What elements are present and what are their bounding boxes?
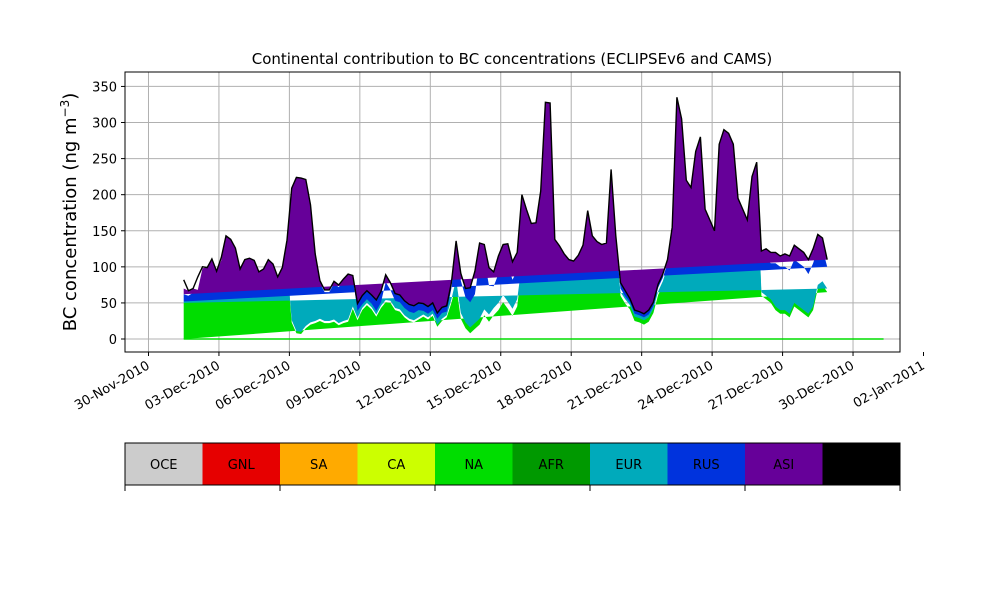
area-asi	[183, 97, 828, 314]
legend-label-eur: EUR	[615, 458, 642, 473]
legend-label-ca: CA	[387, 458, 405, 473]
legend-label-asi: ASI	[773, 458, 794, 473]
legend-swatch-sa	[280, 443, 358, 485]
legend-swatch-asi	[745, 443, 823, 485]
axes-frame	[124, 71, 901, 353]
x-tick-label: 21-Dec-2010	[565, 358, 645, 413]
x-tick-label: 15-Dec-2010	[424, 358, 504, 413]
legend-swatch-eur	[590, 443, 668, 485]
x-tick-label: 18-Dec-2010	[495, 358, 575, 413]
x-tick-label: 30-Nov-2010	[72, 358, 152, 413]
legend-label-rus: RUS	[693, 458, 720, 473]
y-tick-label: 200	[92, 189, 117, 204]
legend-label-sa: SA	[310, 458, 327, 473]
y-tick-label: 50	[100, 297, 117, 312]
y-tick-label: 300	[92, 117, 117, 132]
y-axis-label: BC concentration (ng m−3)	[58, 93, 81, 332]
x-tick-label: 06-Dec-2010	[213, 358, 293, 413]
legend-frame	[124, 442, 901, 486]
x-tick-label: 12-Dec-2010	[354, 358, 434, 413]
legend-swatch-aus	[822, 443, 901, 485]
y-axis: 0 50 100 150 200 250 300 350	[92, 80, 125, 348]
total-outline-line	[183, 97, 828, 315]
x-axis: 30-Nov-201003-Dec-201006-Dec-201009-Dec-…	[72, 352, 927, 414]
x-tick-label: 27-Dec-2010	[706, 358, 786, 413]
x-tick-label: 03-Dec-2010	[143, 358, 223, 413]
legend-swatch-afr	[512, 443, 591, 485]
stacked-areas	[183, 97, 884, 340]
legend-colorbar: OCE GNL SA CA NA AFR EUR RUS ASI AUS	[124, 442, 901, 491]
y-tick-label: 150	[92, 225, 117, 240]
y-tick-label: 250	[92, 153, 117, 168]
x-tick-label: 30-Dec-2010	[777, 358, 857, 413]
y-tick-label: 100	[92, 261, 117, 276]
legend-label-oce: OCE	[150, 458, 178, 473]
legend-swatch-na	[435, 443, 513, 485]
x-tick-label: 09-Dec-2010	[283, 358, 363, 413]
x-tick-label: 24-Dec-2010	[636, 358, 716, 413]
y-axis-label-close: )	[60, 93, 81, 100]
grid-lines	[125, 72, 900, 352]
y-axis-label-main: BC concentration (ng m	[60, 117, 81, 331]
legend-swatch-rus	[667, 443, 746, 485]
chart-title: Continental contribution to BC concentra…	[252, 50, 773, 68]
legend-label-gnl: GNL	[228, 458, 256, 473]
y-axis-label-sup: −3	[58, 100, 72, 118]
y-tick-label: 0	[109, 333, 117, 348]
legend-label-afr: AFR	[539, 458, 564, 473]
x-tick-label: 02-Jan-2011	[851, 358, 928, 411]
legend-swatch-ca	[357, 443, 436, 485]
y-tick-label: 350	[92, 80, 117, 95]
legend-swatch-oce	[125, 443, 203, 485]
legend-swatch-gnl	[202, 443, 281, 485]
legend-label-aus: AUS	[848, 458, 875, 473]
area-eur	[183, 111, 828, 332]
legend-label-na: NA	[464, 458, 483, 473]
